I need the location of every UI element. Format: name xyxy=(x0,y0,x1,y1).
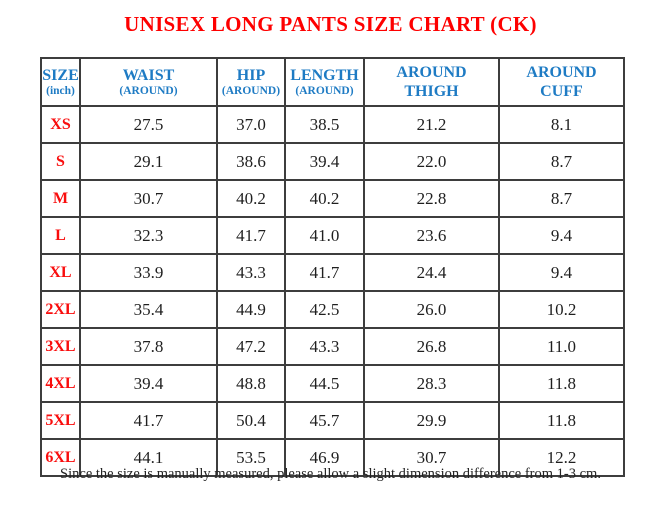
table-row: 6XL 44.1 53.5 46.9 30.7 12.2 xyxy=(40,438,625,477)
table-row: XL 33.9 43.3 41.7 24.4 9.4 xyxy=(40,253,625,292)
thigh-value-cell: 29.9 xyxy=(363,401,500,440)
cuff-value-cell: 9.4 xyxy=(498,253,625,292)
column-header-hip-label: HIP xyxy=(236,66,266,84)
hip-value-cell: 50.4 xyxy=(216,401,286,440)
column-header-size-sublabel: (inch) xyxy=(46,84,75,97)
length-value-cell: 38.5 xyxy=(284,105,365,144)
waist-value-cell: 27.5 xyxy=(79,105,218,144)
column-header-hip-sublabel: (AROUND) xyxy=(221,84,281,97)
footnote: Since the size is manually measured, ple… xyxy=(60,466,601,482)
size-label-cell: XL xyxy=(40,253,81,292)
column-header-around-cuff-sublabel: CUFF xyxy=(540,83,583,100)
column-header-length: LENGTH (AROUND) xyxy=(284,57,365,107)
waist-value-cell: 39.4 xyxy=(79,364,218,403)
column-header-around-thigh: AROUND THIGH xyxy=(363,57,500,107)
table-row: L 32.3 41.7 41.0 23.6 9.4 xyxy=(40,216,625,255)
thigh-value-cell: 22.0 xyxy=(363,142,500,181)
table-row: 4XL 39.4 48.8 44.5 28.3 11.8 xyxy=(40,364,625,403)
thigh-value-cell: 26.8 xyxy=(363,327,500,366)
page-title: UNISEX LONG PANTS SIZE CHART (CK) xyxy=(124,12,537,36)
size-label-cell: 4XL xyxy=(40,364,81,403)
cuff-value-cell: 11.8 xyxy=(498,401,625,440)
table-row: S 29.1 38.6 39.4 22.0 8.7 xyxy=(40,142,625,181)
column-header-length-sublabel: (AROUND) xyxy=(295,84,354,97)
waist-value-cell: 35.4 xyxy=(79,290,218,329)
cuff-value-cell: 12.2 xyxy=(498,438,625,477)
column-header-waist: WAIST (AROUND) xyxy=(79,57,218,107)
waist-value-cell: 37.8 xyxy=(79,327,218,366)
size-label-cell: S xyxy=(40,142,81,181)
column-header-around-cuff: AROUND CUFF xyxy=(498,57,625,107)
length-value-cell: 41.7 xyxy=(284,253,365,292)
thigh-value-cell: 23.6 xyxy=(363,216,500,255)
column-header-size-label: SIZE xyxy=(42,66,79,84)
hip-value-cell: 41.7 xyxy=(216,216,286,255)
cuff-value-cell: 8.7 xyxy=(498,142,625,181)
cuff-value-cell: 8.7 xyxy=(498,179,625,218)
size-label-cell: 5XL xyxy=(40,401,81,440)
hip-value-cell: 43.3 xyxy=(216,253,286,292)
cuff-value-cell: 9.4 xyxy=(498,216,625,255)
length-value-cell: 45.7 xyxy=(284,401,365,440)
column-header-around-thigh-label: AROUND xyxy=(396,63,467,81)
column-header-size: SIZE (inch) xyxy=(40,57,81,107)
thigh-value-cell: 26.0 xyxy=(363,290,500,329)
waist-value-cell: 29.1 xyxy=(79,142,218,181)
size-chart-table: SIZE (inch) WAIST (AROUND) HIP (AROUND) … xyxy=(40,57,625,477)
hip-value-cell: 47.2 xyxy=(216,327,286,366)
hip-value-cell: 37.0 xyxy=(216,105,286,144)
cuff-value-cell: 10.2 xyxy=(498,290,625,329)
length-value-cell: 44.5 xyxy=(284,364,365,403)
cuff-value-cell: 11.8 xyxy=(498,364,625,403)
length-value-cell: 42.5 xyxy=(284,290,365,329)
cuff-value-cell: 11.0 xyxy=(498,327,625,366)
size-label-cell: L xyxy=(40,216,81,255)
length-value-cell: 40.2 xyxy=(284,179,365,218)
thigh-value-cell: 22.8 xyxy=(363,179,500,218)
hip-value-cell: 53.5 xyxy=(216,438,286,477)
table-row: 5XL 41.7 50.4 45.7 29.9 11.8 xyxy=(40,401,625,440)
cuff-value-cell: 8.1 xyxy=(498,105,625,144)
hip-value-cell: 38.6 xyxy=(216,142,286,181)
size-label-cell: 6XL xyxy=(40,438,81,477)
length-value-cell: 46.9 xyxy=(284,438,365,477)
column-header-hip: HIP (AROUND) xyxy=(216,57,286,107)
table-row: 2XL 35.4 44.9 42.5 26.0 10.2 xyxy=(40,290,625,329)
length-value-cell: 39.4 xyxy=(284,142,365,181)
hip-value-cell: 40.2 xyxy=(216,179,286,218)
size-label-cell: 2XL xyxy=(40,290,81,329)
column-header-around-thigh-sublabel: THIGH xyxy=(404,83,459,100)
table-row: XS 27.5 37.0 38.5 21.2 8.1 xyxy=(40,105,625,144)
table-row: M 30.7 40.2 40.2 22.8 8.7 xyxy=(40,179,625,218)
length-value-cell: 43.3 xyxy=(284,327,365,366)
waist-value-cell: 41.7 xyxy=(79,401,218,440)
table-row: 3XL 37.8 47.2 43.3 26.8 11.0 xyxy=(40,327,625,366)
hip-value-cell: 48.8 xyxy=(216,364,286,403)
waist-value-cell: 33.9 xyxy=(79,253,218,292)
size-label-cell: M xyxy=(40,179,81,218)
waist-value-cell: 32.3 xyxy=(79,216,218,255)
hip-value-cell: 44.9 xyxy=(216,290,286,329)
column-header-waist-label: WAIST xyxy=(122,66,175,84)
table-header-row: SIZE (inch) WAIST (AROUND) HIP (AROUND) … xyxy=(40,57,625,107)
size-label-cell: 3XL xyxy=(40,327,81,366)
size-label-cell: XS xyxy=(40,105,81,144)
thigh-value-cell: 24.4 xyxy=(363,253,500,292)
thigh-value-cell: 30.7 xyxy=(363,438,500,477)
column-header-length-label: LENGTH xyxy=(290,66,359,84)
waist-value-cell: 44.1 xyxy=(79,438,218,477)
column-header-around-cuff-label: AROUND xyxy=(526,63,597,81)
waist-value-cell: 30.7 xyxy=(79,179,218,218)
length-value-cell: 41.0 xyxy=(284,216,365,255)
thigh-value-cell: 21.2 xyxy=(363,105,500,144)
thigh-value-cell: 28.3 xyxy=(363,364,500,403)
column-header-waist-sublabel: (AROUND) xyxy=(119,84,178,97)
